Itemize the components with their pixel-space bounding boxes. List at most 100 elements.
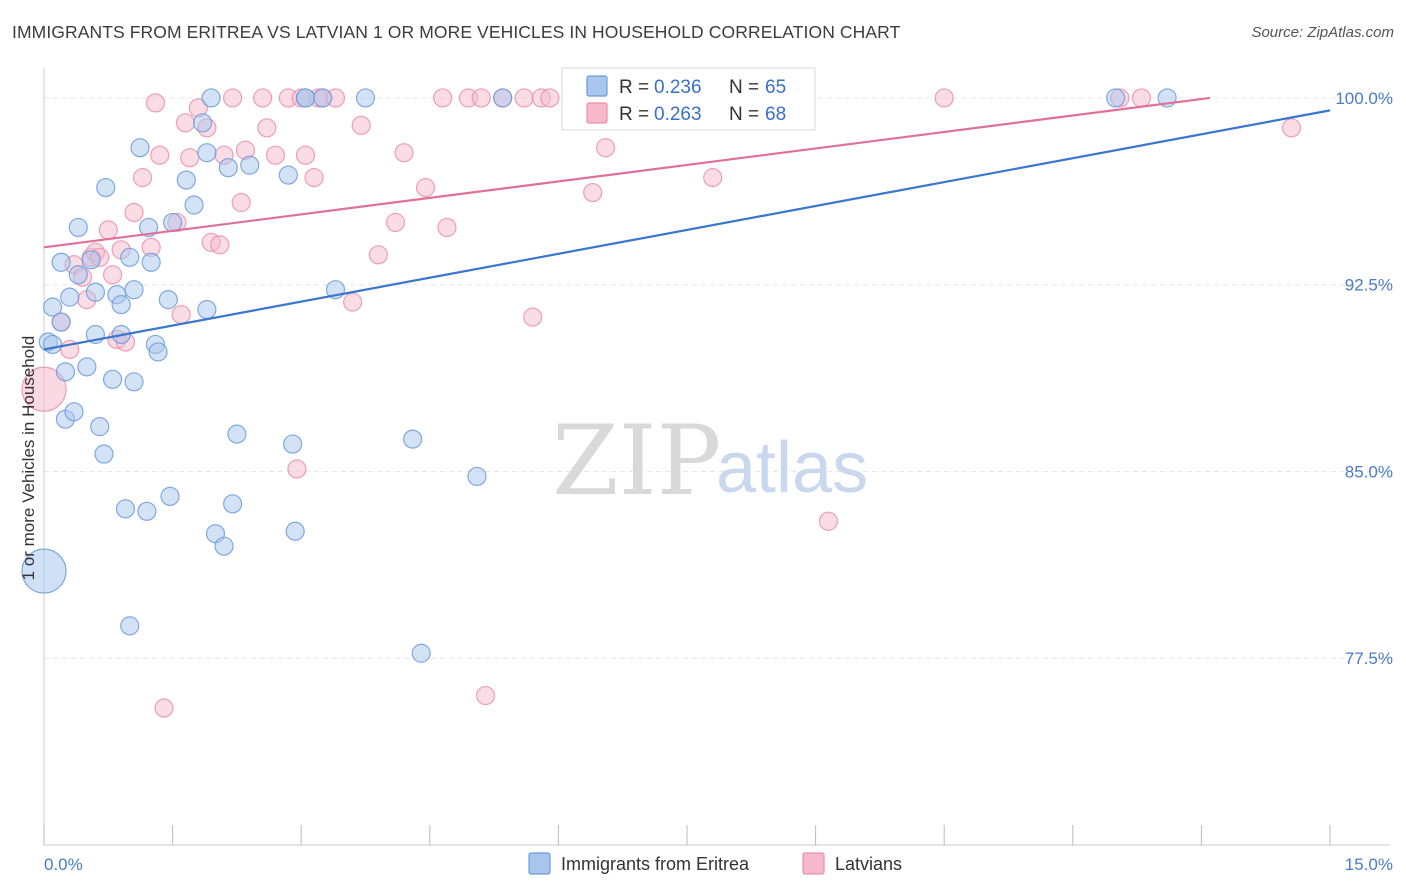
eritrea-point-3	[42, 334, 63, 355]
legend-n-label-latvians: N =	[729, 104, 759, 125]
latvians-point-0	[21, 366, 67, 412]
latvians-point-22	[175, 113, 196, 133]
eritrea-point-9	[64, 402, 84, 422]
latvians-point-9	[98, 220, 118, 240]
latvians-point-36	[287, 459, 307, 479]
x-tick-labels: 0.0% 15.0%	[44, 855, 1393, 874]
latvians-point-15	[132, 168, 153, 188]
latvians-point-59	[583, 182, 603, 203]
series-latvians-points	[21, 88, 1302, 718]
eritrea-point-2	[42, 297, 63, 317]
eritrea-point-6	[55, 362, 76, 382]
latvians-point-50	[437, 217, 457, 238]
eritrea-point-63	[1106, 88, 1126, 108]
eritrea-point-15	[85, 282, 106, 302]
legend-r-label-eritrea: R =	[619, 77, 649, 98]
eritrea-point-42	[201, 88, 221, 108]
eritrea-point-40	[197, 143, 217, 163]
chart-title: IMMIGRANTS FROM ERITREA VS LATVIAN 1 OR …	[12, 22, 901, 42]
eritrea-point-13	[81, 250, 101, 270]
latvians-point-62	[703, 168, 723, 188]
eritrea-point-5	[51, 312, 71, 332]
x-tick-label-1: 15.0%	[1345, 855, 1393, 874]
watermark-atlas: atlas	[716, 428, 868, 508]
eritrea-point-4	[51, 252, 71, 272]
eritrea-point-11	[68, 265, 88, 285]
latvians-point-43	[343, 292, 363, 312]
axes	[43, 68, 1390, 846]
latvians-point-39	[304, 168, 324, 188]
eritrea-point-8	[60, 287, 80, 307]
y-tick-label-3: 100.0%	[1335, 89, 1393, 108]
y-tick-label-2: 92.5%	[1345, 276, 1393, 295]
eritrea-point-23	[115, 499, 136, 519]
latvians-point-27	[210, 235, 230, 255]
latvians-point-53	[475, 685, 496, 706]
latvians-point-56	[523, 307, 543, 327]
y-tick-label-0: 77.5%	[1345, 649, 1393, 668]
eritrea-point-18	[96, 177, 116, 198]
legend-n-label-eritrea: N =	[729, 77, 759, 98]
eritrea-point-30	[138, 217, 159, 238]
eritrea-point-35	[160, 486, 180, 506]
latvians-point-58	[540, 88, 560, 108]
eritrea-point-47	[227, 424, 247, 444]
eritrea-point-56	[355, 88, 376, 108]
eritrea-point-12	[77, 357, 97, 377]
eritrea-point-16	[90, 417, 110, 437]
y-tick-label-1: 85.0%	[1345, 462, 1393, 481]
eritrea-point-1	[21, 548, 67, 594]
latvians-point-55	[514, 88, 534, 108]
latvians-point-46	[385, 212, 406, 233]
eritrea-point-39	[193, 113, 213, 133]
watermark: ZIP atlas	[552, 405, 868, 517]
latvians-point-60	[595, 138, 616, 158]
latvians-point-67	[1281, 118, 1302, 138]
eritrea-point-51	[285, 521, 305, 541]
latvians-point-66	[1131, 88, 1151, 108]
eritrea-point-49	[278, 165, 298, 185]
legend-n-value-eritrea: 65	[765, 77, 786, 98]
latvians-point-29	[223, 88, 243, 108]
eritrea-point-36	[163, 212, 183, 233]
watermark-zip: ZIP	[552, 405, 721, 517]
eritrea-point-26	[124, 280, 144, 300]
latvians-point-32	[253, 88, 273, 108]
latvians-point-38	[295, 145, 316, 165]
eritrea-point-38	[184, 195, 204, 215]
bottom-legend-label-latvians: Latvians	[835, 854, 902, 874]
legend-r-label-latvians: R =	[619, 104, 649, 125]
latvians-point-44	[351, 115, 371, 135]
eritrea-point-41	[197, 299, 217, 320]
eritrea-point-60	[493, 88, 513, 108]
eritrea-point-50	[283, 434, 303, 454]
latvians-point-17	[145, 93, 166, 113]
latvians-point-64	[934, 88, 954, 108]
legend-swatch-latvians	[586, 102, 608, 124]
eritrea-point-57	[403, 429, 423, 449]
legend-swatch-eritrea	[586, 75, 608, 97]
latvians-point-49	[433, 88, 453, 108]
y-axis-label: 1 or more Vehicles in Household	[19, 336, 38, 581]
eritrea-point-29	[137, 501, 157, 521]
eritrea-point-31	[141, 252, 161, 272]
bottom-legend-label-eritrea: Immigrants from Eritrea	[561, 854, 750, 874]
bottom-legend-swatch-latvians	[802, 852, 825, 875]
series-legend: Immigrants from Eritrea Latvians	[528, 852, 902, 875]
eritrea-point-48	[240, 155, 260, 175]
latvians-point-33	[257, 118, 277, 138]
trend-lines	[43, 96, 1331, 351]
eritrea-point-58	[411, 643, 431, 663]
trend-line-eritrea	[43, 109, 1331, 351]
latvians-point-10	[102, 265, 123, 285]
eritrea-point-19	[102, 369, 123, 389]
latvians-point-47	[394, 143, 414, 163]
eritrea-point-24	[120, 247, 140, 267]
y-tick-labels: 77.5% 85.0% 92.5% 100.0%	[1335, 89, 1393, 668]
trend-line-latvians	[43, 96, 1211, 249]
eritrea-point-46	[223, 494, 243, 514]
series-eritrea-points	[21, 88, 1177, 663]
latvians-point-21	[171, 304, 191, 325]
eritrea-point-25	[120, 616, 140, 636]
eritrea-point-44	[214, 536, 234, 556]
